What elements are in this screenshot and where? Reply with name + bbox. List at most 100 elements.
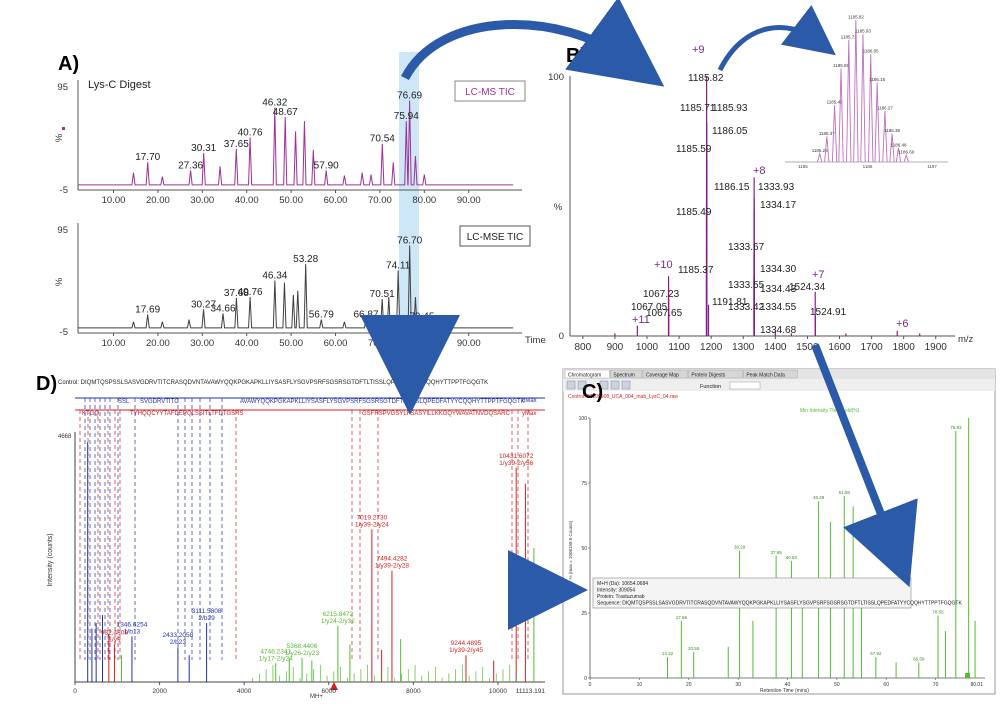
peak-label: 70.51 [370, 289, 395, 300]
y-axis-label: % (max = 1008168.0 Counts) [568, 520, 573, 579]
control-file-line: Control: 20100908_UCA_004_mab_LysC_04.ra… [568, 394, 678, 400]
inset-peak [895, 147, 902, 163]
fragment-label: 2/b29 [198, 615, 215, 622]
inset-peak-label: 1185.93 [855, 29, 871, 34]
x-tick-label: 30.00 [190, 195, 214, 206]
fragment-label: 3111.5808 [192, 608, 222, 615]
x-tick-label: 1600 [828, 342, 851, 353]
x-tick-label: 10 [637, 682, 643, 688]
copy-icon[interactable] [621, 380, 631, 390]
fragment-label: 4746.2341 [260, 648, 291, 655]
zoom-icon[interactable] [577, 380, 587, 390]
peak-label: 1333.42 [728, 302, 765, 313]
charge-state-label: +6 [896, 318, 909, 330]
tic-trace [78, 245, 514, 329]
legend-box [459, 225, 531, 247]
arrow-b-to-c [811, 343, 918, 588]
inset-peak [853, 19, 859, 163]
chart-icon[interactable] [566, 380, 576, 390]
peak-label: 74.11 [386, 260, 411, 271]
control-sequence: Control: DIQMTQSPSSLSASVGDRVTITCRASQDVNT… [58, 380, 488, 386]
peak-label: 1334.55 [760, 302, 797, 313]
panel-c-software-chromatogram: Chromatogram Spectrum Coverage Map Protein … [562, 368, 996, 695]
tab-label: Chromatogram [568, 373, 601, 379]
x-tick-label: 70.00 [368, 195, 392, 206]
fragment-label: 1/y17-2/y24 [259, 655, 293, 662]
panel-b-spectrum: B) 100 0 % m/z 800 900 1000 1100 1200 1300 140… [548, 15, 973, 354]
peak-label: 76.70 [397, 236, 422, 247]
peak-label: 1067.05 [631, 302, 668, 313]
spectrum-peaks [614, 76, 921, 336]
x-tick-label: 50.00 [279, 195, 303, 206]
x-tick-label: 0 [73, 688, 77, 695]
peak-label: 1334.17 [760, 200, 797, 211]
inset-peak [860, 34, 866, 163]
y-frag-1: KTGQ [82, 411, 99, 417]
x-tick-label: 50.00 [279, 338, 303, 349]
peak-label: 37.65 [224, 139, 249, 150]
legend-label: LC-MS TIC [465, 87, 515, 98]
y-frag-2: TYHQQCYYTAFDEPQLSSITLTFDTGSRS [130, 411, 243, 417]
tab-peak-match-data [743, 369, 798, 379]
peak-label: 1185.37 [678, 265, 714, 276]
x-axis-label: Retention Time (mins) [760, 688, 809, 694]
legend-label: LC-MSE TIC [467, 232, 524, 243]
fragment-label: 5368.4406 [287, 643, 318, 650]
peak-label: 30.27 [191, 299, 216, 310]
peak-label: 37.65 [770, 550, 782, 555]
x-tick-label: 1400 [764, 342, 787, 353]
inset-peak [831, 105, 838, 163]
x-axis-label: m/z [958, 334, 974, 345]
inset-peak [868, 54, 874, 163]
y-tick-label: 25 [581, 611, 587, 617]
y-frag-3: GSFRSPVGSYLFSASYILLKKGQYWAVATNVDQSARC [362, 411, 510, 417]
x-tick-label: 4000 [237, 688, 252, 695]
x-tick-label: 1800 [893, 342, 916, 353]
peak-label: 48.67 [273, 107, 298, 118]
fragment-label: 6215.8472 [323, 611, 354, 618]
x-tick-label: 8000 [406, 688, 421, 695]
charge-state-label: +7 [812, 269, 825, 281]
peak-label: 30.31 [191, 143, 216, 154]
y-tick-bottom: 0 [559, 331, 564, 342]
charge-state-label: +8 [753, 165, 766, 177]
peak-label: 57.90 [314, 160, 339, 171]
panel-a-label: A) [58, 53, 79, 75]
peak-label: 75.94 [394, 111, 419, 122]
peak-label: 53.28 [293, 254, 318, 265]
peak-label: 20.55 [688, 646, 700, 651]
x-tick-label: 80.00 [412, 195, 436, 206]
x-tick-label: 6000 [322, 688, 337, 695]
charge-state-labels: +9 +8 +10 +7 +11 +6 [632, 44, 909, 330]
x-tick-label: 10000 [489, 688, 507, 695]
inset-peak [817, 151, 823, 163]
function-select[interactable] [729, 381, 761, 390]
print-icon[interactable] [610, 380, 620, 390]
x-tick-label: 40.00 [235, 338, 259, 349]
arrow-b-to-inset [717, 4, 836, 72]
tab-chromatogram [564, 369, 610, 379]
tab-label: Protein Digests [691, 373, 725, 379]
peak-label: 40.76 [238, 287, 263, 298]
tooltip-line: Sequence: DIQMTQSPSSLSASVGDRVTITCRASQDVN… [597, 601, 962, 607]
peak-label: 46.32 [262, 98, 287, 109]
panel-b-label: B) [566, 45, 587, 67]
fragment-label: 7494.4282 [377, 556, 408, 563]
x-tick-label: 10.00 [102, 195, 126, 206]
tab-label: Peak Match Data [746, 373, 785, 379]
charge-state-label: +9 [692, 44, 705, 56]
peak-label: 17.69 [135, 304, 160, 315]
fragment-label: 2/b23 [170, 639, 187, 646]
peak-label: 79.45 [409, 312, 434, 323]
x-tick-label: 40.00 [235, 195, 259, 206]
inset-x-ticks: 1185 1186 1187 [798, 164, 937, 169]
peak-label: 27.36 [178, 160, 203, 171]
x-tick-label: 70.00 [368, 338, 392, 349]
y-tick-label: 50 [581, 546, 587, 552]
export-icon[interactable] [599, 380, 609, 390]
charge-state-label: +11 [632, 314, 650, 326]
fragment-label: 1/y39-2/y56 [499, 460, 533, 467]
tab-coverage-map [642, 369, 688, 379]
